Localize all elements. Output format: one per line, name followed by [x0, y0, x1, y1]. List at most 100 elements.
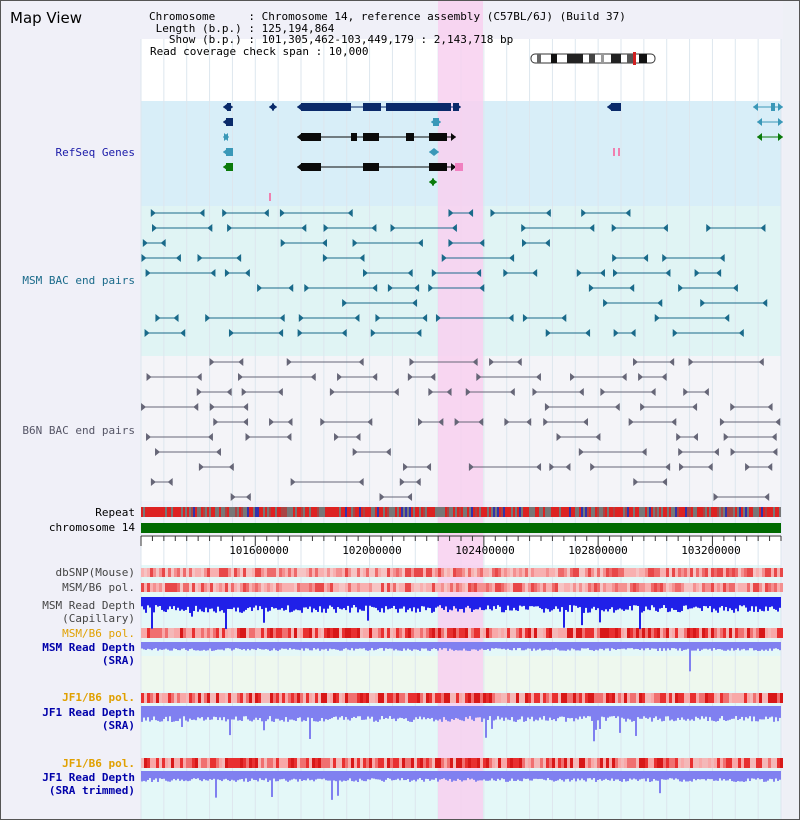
- jf1-pol-cell: [435, 693, 438, 703]
- depth-bar-msm-sra: [497, 642, 499, 649]
- depth-bar-jf1-sra: [735, 706, 737, 717]
- repeat-bar: [481, 507, 483, 517]
- depth-bar-msm-sra: [289, 642, 291, 649]
- depth-bar-jf1-sra: [677, 706, 679, 718]
- dbsnp-cell: [360, 568, 363, 577]
- bac-end: [358, 358, 364, 366]
- track-label-dbsnp[interactable]: dbSNP(Mouse): [55, 566, 135, 579]
- depth-bar-msm-sra: [149, 642, 151, 650]
- msm-pol2-cell: [357, 628, 360, 638]
- depth-bar-capillary: [235, 597, 237, 612]
- depth-bar-msm-sra: [281, 642, 283, 649]
- depth-bar-msm-sra: [569, 642, 571, 651]
- track-label-msm-pol-2[interactable]: MSM/B6 pol.: [62, 627, 135, 640]
- depth-bar-msm-sra: [449, 642, 451, 649]
- track-label-jf1-pol-2[interactable]: JF1/B6 pol.: [62, 757, 135, 770]
- track-label-b6n-bac[interactable]: B6N BAC end pairs: [22, 424, 135, 437]
- jf1-pol-cell: [291, 693, 294, 703]
- depth-bar-capillary: [671, 597, 673, 609]
- msm-pol2-cell: [474, 628, 477, 638]
- depth-bar-capillary: [607, 597, 609, 612]
- repeat-bar: [495, 507, 497, 517]
- depth-bar-msm-sra: [587, 642, 589, 649]
- depth-bar-capillary: [737, 597, 739, 612]
- msm-pol2-cell: [426, 628, 429, 638]
- jf1-pol-cell: [363, 693, 366, 703]
- jf1-pol2-cell: [333, 758, 336, 768]
- jf1-pol2-cell: [306, 758, 309, 768]
- depth-bar-capillary: [253, 597, 255, 608]
- depth-bar-capillary: [145, 597, 147, 613]
- repeat-bar: [681, 507, 683, 517]
- depth-bar-jf1-sra: [495, 706, 497, 720]
- depth-bar-msm-sra: [615, 642, 617, 650]
- depth-bar-jf1-trimmed: [393, 771, 395, 781]
- repeat-bar: [511, 507, 513, 517]
- jf1-pol-cell: [309, 693, 312, 703]
- repeat-bar: [569, 507, 571, 517]
- depth-bar-msm-sra: [207, 642, 209, 651]
- depth-bar-msm-sra: [239, 642, 241, 650]
- msm-pol-cell: [294, 583, 297, 592]
- bac-end: [478, 418, 484, 426]
- msm-pol2-cell: [171, 628, 174, 638]
- jf1-pol-cell: [255, 693, 258, 703]
- depth-bar-capillary: [227, 597, 229, 609]
- dbsnp-cell: [543, 568, 546, 577]
- track-label-msm-depth-sra[interactable]: MSM Read Depth (SRA): [42, 641, 135, 667]
- bac-end: [412, 299, 418, 307]
- msm-pol-cell: [759, 583, 762, 592]
- track-label-jf1-depth-sra[interactable]: JF1 Read Depth (SRA): [42, 706, 135, 732]
- depth-bar-jf1-trimmed: [261, 771, 263, 780]
- depth-bar-msm-sra: [415, 642, 417, 650]
- track-label-refseq[interactable]: RefSeq Genes: [55, 146, 135, 159]
- msm-pol-cell: [525, 583, 528, 592]
- msm-pol-cell: [282, 583, 285, 592]
- depth-bar-jf1-sra: [705, 706, 707, 717]
- msm-pol-cell: [276, 583, 279, 592]
- chromosome-ideogram[interactable]: [529, 51, 659, 67]
- jf1-pol2-cell: [270, 758, 273, 768]
- depth-bar-capillary: [637, 597, 639, 606]
- depth-bar-jf1-sra: [153, 706, 155, 717]
- bac-end: [438, 418, 444, 426]
- depth-bar-msm-sra: [369, 642, 371, 651]
- jf1-pol-cell: [753, 693, 756, 703]
- depth-bar-msm-sra: [487, 642, 489, 649]
- repeat-bar: [251, 507, 253, 517]
- repeat-bar: [633, 507, 635, 517]
- depth-bar-jf1-sra: [561, 706, 563, 717]
- msm-pol-cell: [156, 583, 159, 592]
- repeat-bar: [763, 507, 765, 517]
- track-label-msm-depth-capillary[interactable]: MSM Read Depth (Capillary): [42, 599, 135, 625]
- track-label-msm-pol-1[interactable]: MSM/B6 pol.: [62, 581, 135, 594]
- msm-pol-cell: [273, 583, 276, 592]
- dbsnp-cell: [588, 568, 591, 577]
- track-label-jf1-depth-trimmed[interactable]: JF1 Read Depth (SRA trimmed): [42, 771, 135, 797]
- depth-bar-capillary: [613, 597, 615, 613]
- depth-bar-msm-sra: [279, 642, 281, 650]
- depth-bar-msm-sra: [313, 642, 315, 649]
- track-label-repeat[interactable]: Repeat: [95, 506, 135, 519]
- repeat-bar: [241, 507, 243, 517]
- msm-pol2-cell: [165, 628, 168, 638]
- bac-end: [393, 388, 399, 396]
- track-label-chromosome[interactable]: chromosome 14: [48, 521, 135, 534]
- depth-bar-jf1-trimmed: [427, 771, 429, 780]
- repeat-bar: [729, 507, 731, 517]
- depth-bar-msm-sra: [385, 642, 387, 649]
- msm-pol-cell: [708, 583, 711, 592]
- msm-pol-cell: [750, 583, 753, 592]
- jf1-pol-cell: [345, 693, 348, 703]
- repeat-bar: [567, 507, 569, 517]
- jf1-pol-cell: [588, 693, 591, 703]
- track-label-msm-bac[interactable]: MSM BAC end pairs: [22, 274, 135, 287]
- depth-bar-jf1-trimmed: [177, 771, 179, 779]
- depth-bar-jf1-trimmed: [611, 771, 613, 779]
- bac-end: [407, 493, 413, 501]
- depth-bar-jf1-sra: [409, 706, 411, 722]
- track-label-jf1-pol-1[interactable]: JF1/B6 pol.: [62, 691, 135, 704]
- bac-end: [472, 358, 478, 366]
- depth-bar-capillary: [611, 597, 613, 608]
